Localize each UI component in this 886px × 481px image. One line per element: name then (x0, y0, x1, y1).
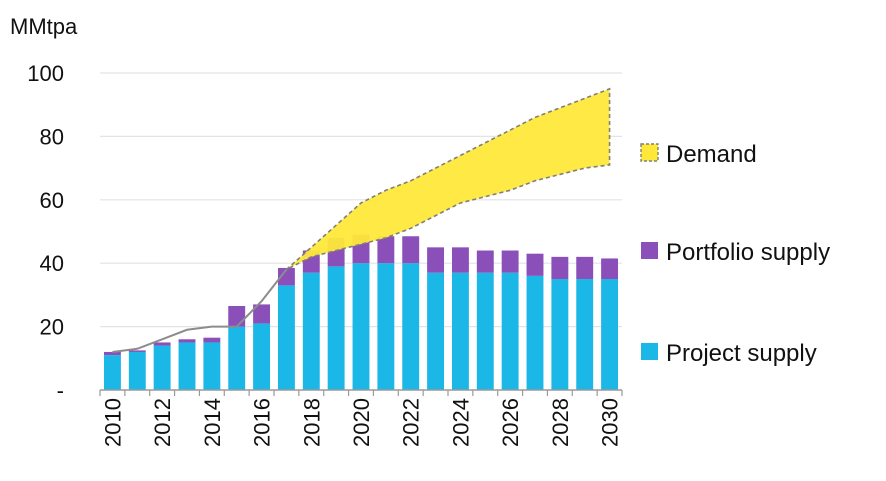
bar-portfolio-supply (103, 351, 121, 356)
legend-label-demand: Demand (666, 141, 757, 168)
x-tick-label: 2030 (598, 398, 623, 447)
bar-portfolio-supply (178, 339, 196, 343)
axis-layer: - 20 40 60 80 100 2010 2012 2014 2016 2018 2020 2022… (27, 61, 623, 447)
bar-portfolio-supply (377, 236, 395, 264)
bar-project-supply (601, 279, 619, 390)
y-tick-label: 100 (27, 61, 64, 86)
bar-portfolio-supply (476, 250, 494, 273)
bar-project-supply (228, 326, 246, 390)
bar-portfolio-supply (153, 342, 171, 346)
bar-project-supply (451, 272, 469, 390)
legend-swatch-portfolio-supply (641, 242, 658, 259)
bar-portfolio-supply (228, 305, 246, 327)
bar-project-supply (501, 272, 519, 390)
x-tick-label: 2010 (100, 398, 125, 447)
legend-label-portfolio-supply: Portfolio supply (666, 239, 830, 266)
bar-project-supply (377, 263, 395, 390)
bar-project-supply (427, 272, 445, 390)
legend: Demand Portfolio supply Project supply (640, 141, 830, 367)
bar-project-supply (327, 266, 345, 390)
bar-project-supply (153, 345, 171, 390)
unit-label: MMtpa (10, 14, 78, 39)
bar-portfolio-supply (277, 267, 295, 286)
demand-line (112, 268, 288, 353)
bar-layer (103, 234, 619, 390)
bar-portfolio-supply (601, 258, 619, 280)
bar-portfolio-supply (551, 256, 569, 280)
bar-portfolio-supply (253, 304, 271, 324)
legend-label-project-supply: Project supply (666, 340, 817, 367)
x-tick-label: 2020 (349, 398, 374, 447)
x-tick-label: 2016 (250, 398, 275, 447)
demand-band (285, 87, 611, 271)
bar-portfolio-supply (128, 350, 146, 352)
bar-portfolio-supply (402, 236, 420, 264)
x-tick-label: 2014 (200, 398, 225, 447)
x-tick-label: 2024 (448, 398, 473, 447)
bar-project-supply (302, 272, 320, 390)
bar-project-supply (476, 272, 494, 390)
bar-portfolio-supply (576, 256, 594, 280)
bar-portfolio-supply (526, 253, 544, 276)
x-tick-label: 2022 (399, 398, 424, 447)
bar-project-supply (576, 279, 594, 390)
bar-project-supply (103, 355, 121, 390)
bar-project-supply (526, 275, 544, 390)
x-tick-label: 2026 (498, 398, 523, 447)
y-tick-label: 60 (40, 188, 64, 213)
y-tick-label: 80 (40, 124, 64, 149)
bar-portfolio-supply (451, 247, 469, 273)
y-tick-label: - (57, 378, 64, 403)
bar-project-supply (128, 351, 146, 390)
bar-project-supply (551, 279, 569, 390)
demand-layer (112, 87, 611, 353)
x-tick-label: 2028 (548, 398, 573, 447)
bar-project-supply (352, 263, 370, 390)
bar-project-supply (277, 285, 295, 390)
y-tick-label: 40 (40, 251, 64, 276)
bar-project-supply (253, 323, 271, 390)
legend-swatch-demand (640, 143, 659, 162)
bar-project-supply (402, 263, 420, 390)
bar-portfolio-supply (427, 247, 445, 273)
x-tick-label: 2012 (150, 398, 175, 447)
bar-portfolio-supply (203, 337, 221, 343)
x-tick-label: 2018 (299, 398, 324, 447)
bar-portfolio-supply (501, 250, 519, 273)
legend-swatch-project-supply (641, 343, 658, 360)
y-tick-label: 20 (40, 315, 64, 340)
bar-project-supply (178, 342, 196, 390)
bar-project-supply (203, 342, 221, 390)
